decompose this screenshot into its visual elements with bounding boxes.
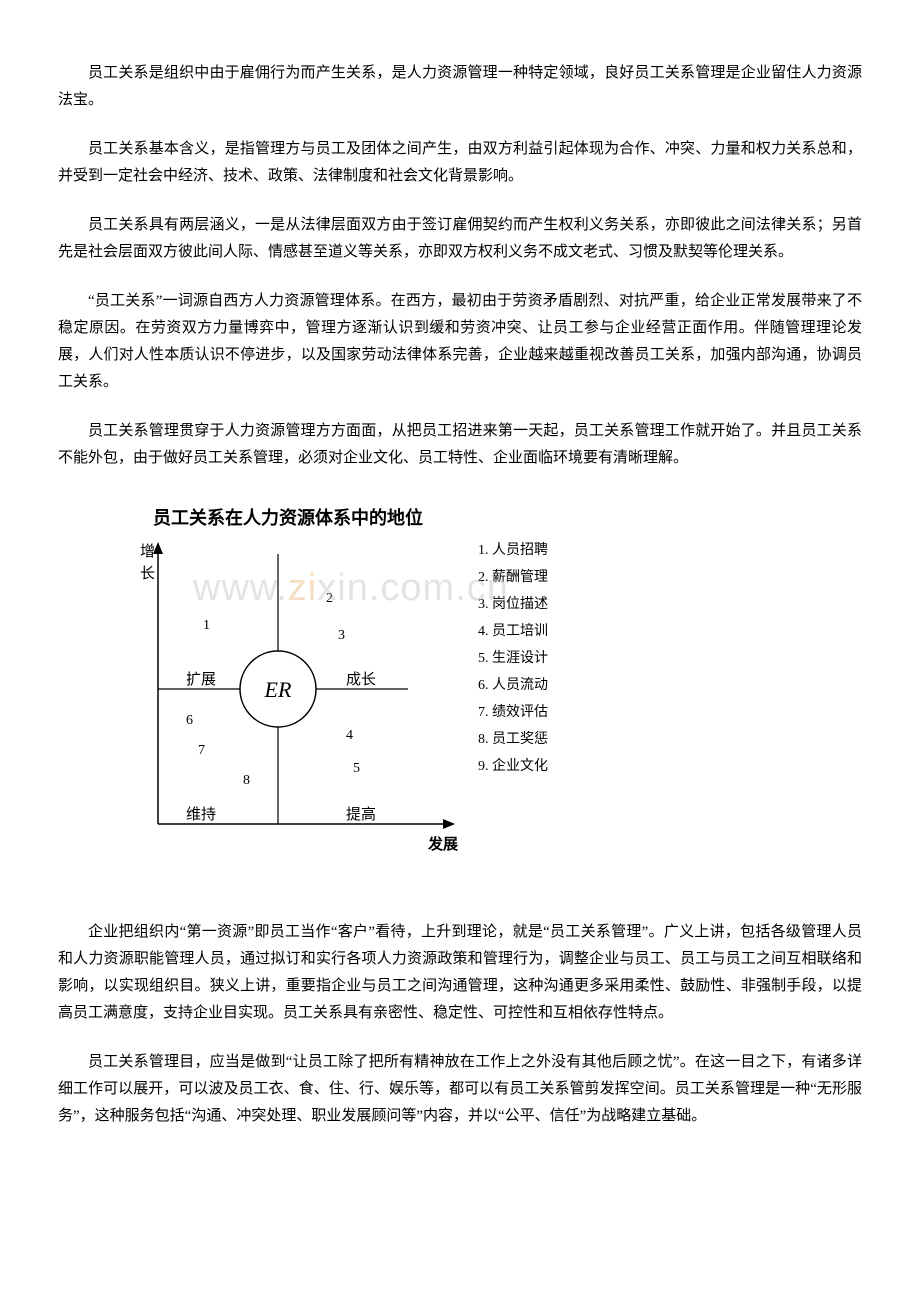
scatter-point-7: 7 (198, 743, 205, 758)
legend-item-6: 6. 人员流动 (478, 677, 548, 693)
y-label-bottom: 长 (140, 565, 155, 582)
legend-item-5: 5. 生涯设计 (478, 650, 548, 666)
legend-item-2: 2. 薪酬管理 (478, 569, 548, 585)
legend-item-1: 1. 人员招聘 (478, 542, 548, 558)
legend-item-3: 3. 岗位描述 (478, 596, 548, 612)
paragraph-4: “员工关系”一词源自西方人力资源管理体系。在西方，最初由于劳资矛盾剧烈、对抗严重… (58, 288, 862, 396)
scatter-point-1: 1 (203, 618, 210, 633)
scatter-point-2: 2 (326, 591, 333, 606)
er-diagram: www.zixin.com.cn 员工关系在人力资源体系中的地位 增 长 发展 … (98, 494, 862, 884)
x-axis-arrow (443, 819, 455, 829)
scatter-point-3: 3 (338, 628, 345, 643)
diagram-title: 员工关系在人力资源体系中的地位 (153, 507, 423, 528)
paragraph-2: 员工关系基本含义，是指管理方与员工及团体之间产生，由双方利益引起体现为合作、冲突… (58, 136, 862, 190)
scatter-point-5: 5 (353, 761, 360, 776)
quad-top-left: 扩展 (186, 671, 216, 688)
x-label: 发展 (427, 835, 458, 853)
quad-bottom-left: 维持 (186, 806, 216, 823)
quad-top-right: 成长 (346, 671, 376, 688)
scatter-point-6: 6 (186, 713, 193, 728)
legend-item-9: 9. 企业文化 (478, 757, 548, 774)
y-label-top: 增 (140, 543, 155, 560)
quad-bottom-right: 提高 (346, 806, 376, 823)
paragraph-5: 员工关系管理贯穿于人力资源管理方方面面，从把员工招进来第一天起，员工关系管理工作… (58, 418, 862, 472)
paragraph-7: 员工关系管理目，应当是做到“让员工除了把所有精神放在工作上之外没有其他后顾之忧”… (58, 1049, 862, 1130)
paragraph-1: 员工关系是组织中由于雇佣行为而产生关系，是人力资源管理一种特定领域，良好员工关系… (58, 60, 862, 114)
scatter-point-8: 8 (243, 773, 250, 788)
er-diagram-svg: 员工关系在人力资源体系中的地位 增 长 发展 ER 扩展 成长 维持 提高 1 2… (98, 494, 618, 874)
legend-item-8: 8. 员工奖惩 (478, 730, 548, 747)
paragraph-3: 员工关系具有两层涵义，一是从法律层面双方由于签订雇佣契约而产生权利义务关系，亦即… (58, 212, 862, 266)
paragraph-6: 企业把组织内“第一资源”即员工当作“客户”看待，上升到理论，就是“员工关系管理”… (58, 919, 862, 1027)
scatter-point-4: 4 (346, 728, 353, 743)
er-label: ER (264, 677, 292, 702)
legend: 1. 人员招聘 2. 薪酬管理 3. 岗位描述 4. 员工培训 5. 生涯设计 6. 人员… (478, 542, 548, 774)
legend-item-4: 4. 员工培训 (478, 623, 548, 639)
legend-item-7: 7. 绩效评估 (478, 704, 548, 720)
